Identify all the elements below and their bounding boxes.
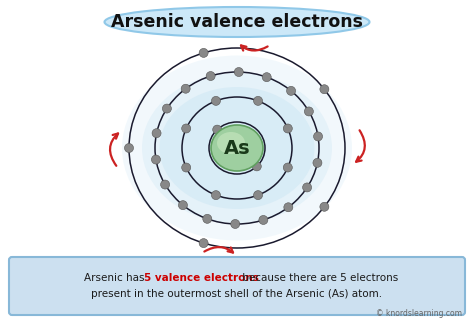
Circle shape — [284, 203, 293, 212]
Circle shape — [211, 96, 220, 105]
Circle shape — [320, 85, 329, 94]
FancyArrowPatch shape — [110, 133, 118, 166]
Text: because there are 5 electrons: because there are 5 electrons — [239, 273, 399, 283]
Ellipse shape — [211, 125, 263, 171]
Ellipse shape — [122, 55, 352, 241]
FancyArrowPatch shape — [241, 45, 268, 51]
FancyArrowPatch shape — [204, 247, 233, 253]
Circle shape — [178, 200, 187, 210]
Circle shape — [302, 183, 311, 192]
Circle shape — [283, 124, 292, 133]
Circle shape — [259, 215, 268, 225]
FancyArrowPatch shape — [356, 130, 365, 162]
Circle shape — [199, 239, 208, 248]
Text: Arsenic valence electrons: Arsenic valence electrons — [111, 13, 363, 31]
Circle shape — [203, 214, 212, 223]
Circle shape — [161, 180, 170, 189]
FancyBboxPatch shape — [9, 257, 465, 315]
Circle shape — [211, 191, 220, 200]
Text: present in the outermost shell of the Arsenic (As) atom.: present in the outermost shell of the Ar… — [91, 289, 383, 299]
Circle shape — [213, 125, 222, 134]
Circle shape — [252, 162, 261, 171]
Text: © knordslearning.com: © knordslearning.com — [376, 309, 462, 318]
Circle shape — [152, 155, 161, 164]
Text: Arsenic has: Arsenic has — [84, 273, 148, 283]
Circle shape — [254, 96, 263, 105]
Ellipse shape — [142, 73, 332, 223]
Circle shape — [287, 86, 296, 96]
Text: 5 valence electrons: 5 valence electrons — [145, 273, 259, 283]
Circle shape — [313, 132, 322, 141]
Text: As: As — [224, 139, 250, 157]
Circle shape — [199, 48, 208, 57]
Circle shape — [152, 129, 161, 138]
Circle shape — [206, 71, 215, 81]
Circle shape — [262, 73, 271, 82]
Circle shape — [320, 202, 329, 211]
Circle shape — [254, 191, 263, 200]
Circle shape — [313, 158, 322, 167]
Circle shape — [182, 163, 191, 172]
Circle shape — [234, 67, 243, 77]
Ellipse shape — [159, 87, 315, 209]
Ellipse shape — [104, 7, 370, 37]
Circle shape — [182, 124, 191, 133]
Circle shape — [163, 104, 172, 113]
Circle shape — [231, 219, 240, 229]
Circle shape — [125, 143, 134, 153]
Circle shape — [283, 163, 292, 172]
Circle shape — [181, 84, 190, 93]
Circle shape — [304, 107, 313, 116]
Ellipse shape — [217, 132, 245, 154]
